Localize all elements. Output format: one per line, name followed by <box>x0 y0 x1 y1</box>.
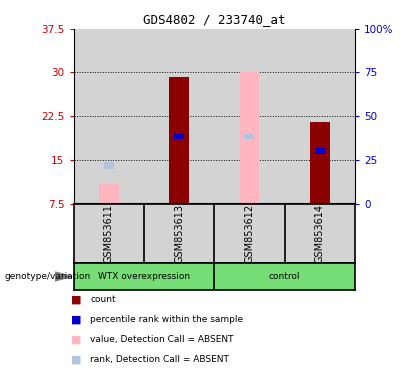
Bar <box>315 148 325 154</box>
Bar <box>214 263 355 290</box>
Text: genotype/variation: genotype/variation <box>4 272 90 281</box>
Text: value, Detection Call = ABSENT: value, Detection Call = ABSENT <box>90 335 234 344</box>
Text: rank, Detection Call = ABSENT: rank, Detection Call = ABSENT <box>90 355 229 364</box>
Text: GSM853614: GSM853614 <box>315 204 325 263</box>
Bar <box>310 122 330 204</box>
Polygon shape <box>55 272 71 281</box>
Text: ■: ■ <box>71 295 82 305</box>
Text: percentile rank within the sample: percentile rank within the sample <box>90 315 244 324</box>
Text: GSM853613: GSM853613 <box>174 204 184 263</box>
Bar <box>169 76 189 204</box>
Bar <box>244 134 254 139</box>
Text: GSM853612: GSM853612 <box>244 204 255 263</box>
Bar <box>99 184 118 204</box>
Bar <box>239 73 259 204</box>
Title: GDS4802 / 233740_at: GDS4802 / 233740_at <box>143 13 286 26</box>
Bar <box>174 134 184 139</box>
Text: control: control <box>269 272 300 281</box>
Bar <box>104 162 113 169</box>
Text: ■: ■ <box>71 354 82 364</box>
Text: count: count <box>90 295 116 304</box>
Text: WTX overexpression: WTX overexpression <box>98 272 190 281</box>
Text: ■: ■ <box>71 334 82 344</box>
Text: ■: ■ <box>71 314 82 324</box>
Bar <box>74 263 214 290</box>
Text: GSM853611: GSM853611 <box>104 204 114 263</box>
